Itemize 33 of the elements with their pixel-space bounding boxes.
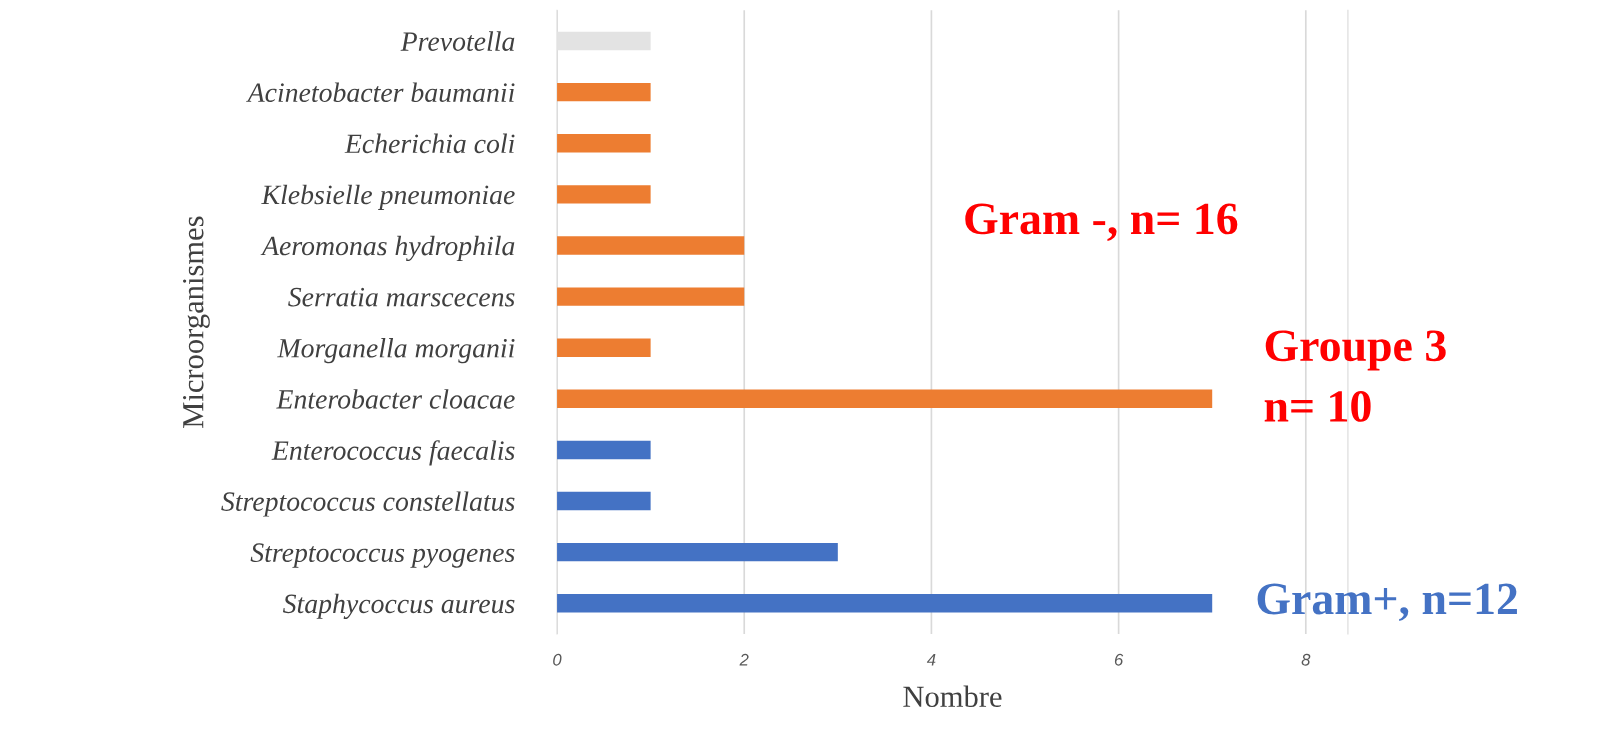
annotation: Groupe 3 n= 10	[1264, 330, 1446, 422]
x-tick-label: 8	[1301, 653, 1311, 666]
bar	[557, 440, 651, 460]
x-tick-label: 6	[1114, 653, 1124, 666]
y-tick-label: Morganella morganii	[277, 338, 515, 364]
x-tick-label: 0	[553, 653, 562, 666]
y-tick-label: Enterococcus faecalis	[271, 440, 515, 466]
bar	[557, 389, 1213, 409]
y-tick-label: Klebsielle pneumoniae	[261, 184, 515, 210]
bar	[557, 594, 1213, 613]
y-tick-label: Echerichia coli	[344, 133, 515, 154]
bar	[557, 338, 651, 357]
bar	[557, 134, 651, 153]
y-tick-label: Staphycoccus aureus	[282, 593, 515, 619]
y-tick-label: Prevotella	[400, 31, 515, 51]
y-axis-title: Microorganismes	[182, 216, 210, 428]
bar	[557, 185, 651, 204]
y-tick-label: Streptococcus pyogenes	[250, 543, 515, 568]
annotation: Gram+, n=12	[1257, 583, 1517, 622]
y-tick-label: Acinetobacter baumanii	[246, 82, 515, 103]
y-tick-label: Streptococcus constellatus	[221, 491, 515, 517]
annotation: Gram -, n= 16	[965, 203, 1238, 241]
bar	[557, 82, 651, 102]
bar	[557, 542, 838, 562]
y-tick-label: Serratia marscecens	[288, 287, 515, 307]
x-tick-label: 4	[926, 654, 936, 666]
x-axis-title: Nombre	[903, 685, 1002, 708]
bar	[557, 491, 651, 511]
y-tick-label: Enterobacter cloacae	[276, 389, 515, 409]
bar	[557, 236, 745, 255]
y-tick-label: Aeromonas hydrophila	[260, 235, 515, 262]
bar	[557, 287, 745, 306]
x-tick-label: 2	[739, 653, 749, 666]
